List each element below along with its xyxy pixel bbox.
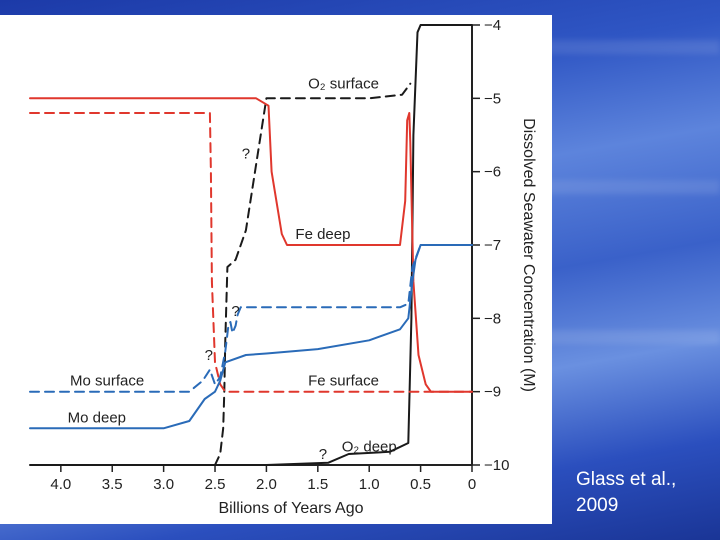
x-tick-label: 3.0 [153, 476, 174, 493]
series-line-fe-deep [29, 97, 473, 393]
y-tick-label: −7 [484, 237, 501, 254]
x-tick-label: 0.5 [410, 476, 431, 493]
y-tick-label: −6 [484, 164, 501, 181]
y-tick-label: −8 [484, 310, 501, 327]
chart: 4.0 3.5 3.0 2.5 2.0 1.5 1.0 0.5 0 −4 −5 −6 −7 −8 −9 −10… [29, 17, 537, 517]
series-label: O₂ surface [308, 76, 379, 93]
series-line-o2-deep [29, 24, 473, 466]
series-line-o2-surface [198, 82, 412, 466]
y-tick-label: −5 [484, 90, 501, 107]
y-tick-label: −10 [484, 457, 509, 474]
uncertainty-mark: ? [205, 347, 213, 364]
x-tick-label: 2.0 [256, 476, 277, 493]
series-label: O₂ deep [342, 439, 397, 456]
series-line-mo-deep [29, 244, 473, 430]
citation-text: Glass et al., 2009 [576, 469, 677, 516]
series-label: Mo surface [70, 373, 144, 390]
series-label: Mo deep [68, 409, 126, 426]
x-tick-label: 0 [468, 476, 476, 493]
x-axis-title: Billions of Years Ago [219, 500, 364, 517]
y-tick-label: −4 [484, 17, 501, 34]
y-axis-title: Dissolved Seawater Concentration (M) [520, 118, 537, 392]
series-line-fe-surface [29, 112, 473, 393]
chart-panel: 4.0 3.5 3.0 2.5 2.0 1.5 1.0 0.5 0 −4 −5 −6 −7 −8 −9 −10… [0, 15, 552, 524]
uncertainty-mark: ? [319, 446, 327, 463]
series-line-mo-surface [29, 244, 473, 393]
x-tick-label: 2.5 [205, 476, 226, 493]
series-label: Fe surface [308, 373, 379, 390]
series-label: Fe deep [295, 226, 350, 243]
x-tick-label: 1.5 [307, 476, 328, 493]
x-tick-label: 4.0 [50, 476, 71, 493]
uncertainty-mark: ? [231, 303, 239, 320]
x-tick-label: 1.0 [359, 476, 380, 493]
uncertainty-mark: ? [242, 145, 250, 162]
y-tick-label: −9 [484, 384, 501, 401]
x-tick-label: 3.5 [102, 476, 123, 493]
